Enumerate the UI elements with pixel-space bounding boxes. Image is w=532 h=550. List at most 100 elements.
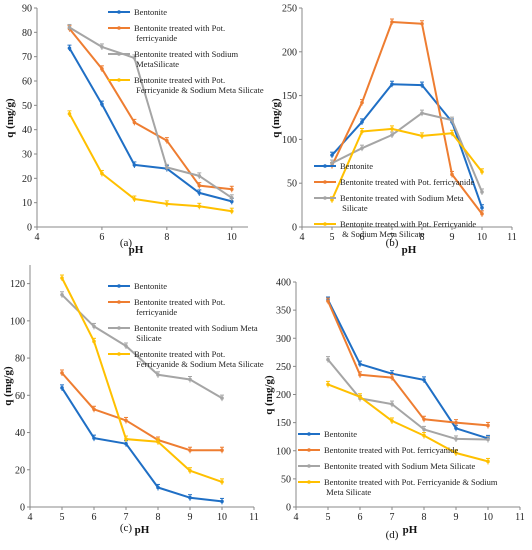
- y-tick-label: 60: [15, 391, 25, 402]
- x-tick-label: 9: [454, 512, 459, 523]
- data-point: [454, 437, 458, 441]
- y-tick-label: 20: [22, 174, 32, 185]
- legend-entry: Bentonite: [108, 281, 167, 291]
- series-line: [68, 28, 232, 191]
- x-tick-label: 4: [294, 512, 299, 523]
- x-tick-label: 8: [422, 512, 427, 523]
- data-point: [330, 153, 334, 157]
- legend-label: Bentonite treated with Pot. Ferricyanide…: [340, 219, 476, 239]
- legend-label: Bentonite treated with Pot. Ferricyanide…: [134, 349, 264, 369]
- y-tick-label: 120: [10, 279, 25, 290]
- data-point: [124, 418, 128, 423]
- data-point: [124, 441, 128, 446]
- y-tick-label: 60: [22, 77, 32, 88]
- x-axis-label: pH: [403, 524, 418, 536]
- y-axis-label: q (mg/g): [2, 366, 14, 406]
- series-line: [61, 387, 223, 503]
- data-point: [100, 102, 104, 106]
- legend: Bentonite Bentonite treated with Pot. fer…: [314, 161, 476, 239]
- panel-c: 4 5 6 7 8 9 10 11 0 20 40 60 80 100 120 pH q (mg/g) (c) Be…: [2, 265, 264, 536]
- data-point: [100, 45, 104, 49]
- legend-marker: [117, 326, 121, 330]
- data-point: [486, 437, 490, 442]
- legend: Bentonite Bentonite treated with Pot. fer…: [298, 429, 498, 497]
- y-tick-label: 100: [282, 135, 297, 146]
- data-point: [100, 67, 104, 71]
- x-tick-label: 7: [390, 512, 395, 523]
- legend-label: Bentonite treated with Pot. Ferricyanide…: [324, 477, 498, 497]
- series-line: [331, 112, 483, 193]
- y-tick-label: 0: [27, 223, 32, 234]
- x-tick-label: 7: [124, 512, 129, 523]
- data-point: [326, 299, 330, 303]
- data-point: [480, 190, 484, 194]
- data-point: [67, 112, 72, 116]
- y-axis-label: q (mg/g): [263, 375, 275, 415]
- series-line: [331, 127, 483, 201]
- data-point: [229, 199, 234, 204]
- data-point: [165, 202, 169, 206]
- legend-marker: [307, 448, 311, 452]
- legend-entry: Bentonite treated with Pot. ferricyanide: [108, 23, 225, 43]
- y-tick-label: 100: [276, 446, 291, 457]
- data-point: [420, 83, 424, 87]
- x-tick-label: 4: [35, 232, 40, 243]
- data-point: [420, 111, 424, 115]
- y-tick-label: 50: [287, 179, 297, 190]
- data-point: [360, 120, 364, 124]
- data-point: [220, 499, 224, 504]
- y-tick-label: 0: [292, 223, 297, 234]
- legend-entry: Bentonite treated with Sodium MetaSilica…: [108, 49, 238, 69]
- y-tick-label: 0: [20, 503, 25, 514]
- data-point: [220, 448, 224, 453]
- y-tick-label: 50: [22, 101, 32, 112]
- data-point: [480, 170, 484, 174]
- data-point: [390, 127, 394, 131]
- data-point: [326, 357, 330, 362]
- data-point: [132, 163, 137, 167]
- panel-label: (d): [386, 529, 399, 541]
- legend-label: Bentonite: [340, 161, 373, 171]
- data-point: [60, 386, 64, 390]
- data-point: [132, 197, 137, 201]
- data-point: [420, 21, 424, 26]
- legend-label: Bentonite: [134, 281, 167, 291]
- series-line: [331, 21, 483, 215]
- data-point: [220, 480, 224, 484]
- legend-entry: Bentonite treated with Sodium Meta Silic…: [108, 323, 258, 343]
- data-point: [197, 183, 202, 188]
- y-tick-label: 40: [15, 428, 25, 439]
- legend-marker: [323, 164, 327, 168]
- y-tick-label: 70: [22, 52, 32, 63]
- x-tick-label: 6: [360, 232, 365, 243]
- data-point: [197, 191, 202, 195]
- data-point: [124, 437, 128, 441]
- data-point: [188, 448, 192, 453]
- y-tick-label: 0: [286, 503, 291, 514]
- data-point: [188, 468, 192, 473]
- series-line: [327, 300, 489, 427]
- series-line: [68, 26, 233, 199]
- data-point: [390, 82, 394, 87]
- legend-label: Bentonite treated with Sodium Meta Silic…: [324, 461, 476, 471]
- x-tick-label: 10: [483, 512, 493, 523]
- data-point: [229, 209, 234, 213]
- series-line: [61, 372, 222, 452]
- legend-entry: Bentonite: [314, 161, 373, 171]
- data-point: [358, 362, 362, 366]
- data-point: [100, 171, 104, 176]
- legend-label: Bentonite: [324, 429, 357, 439]
- data-point: [197, 204, 202, 209]
- data-point: [480, 212, 484, 216]
- legend: Bentonite Bentonite treated with Pot. fer…: [108, 281, 264, 369]
- data-point: [67, 46, 72, 50]
- y-tick-label: 10: [22, 198, 32, 209]
- data-point: [220, 396, 224, 400]
- y-tick-label: 30: [22, 150, 32, 161]
- y-tick-label: 250: [282, 4, 297, 15]
- data-point: [92, 339, 96, 344]
- data-point: [326, 382, 330, 387]
- y-axis-label: q (mg/g): [270, 98, 282, 138]
- legend-marker: [307, 432, 311, 436]
